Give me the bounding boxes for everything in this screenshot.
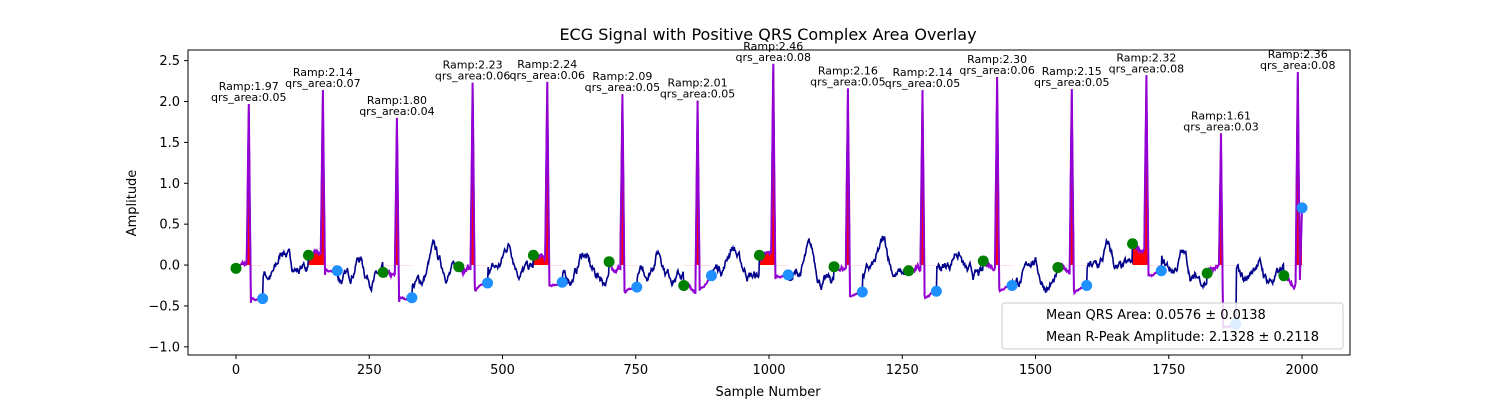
x-tick-label: 1750 [1152,363,1185,378]
qrs-area-label-14: qrs_area:0.03 [1183,120,1258,133]
q-point-11 [977,255,989,267]
x-tick-label: 250 [357,363,382,378]
s-point-5 [556,276,568,288]
r-amp-label-4: Ramp:2.23 [443,59,503,72]
x-axis: 0 250 500 750 1000 1250 1500 1750 2000 [232,355,1319,378]
s-point-10 [930,285,942,297]
y-axis: −1.0 −0.5 0.0 0.5 1.0 1.5 2.0 2.5 [148,54,188,355]
r-amp-label-2: Ramp:2.14 [293,66,353,79]
r-amp-label-10: Ramp:2.14 [892,66,952,79]
s-point-15 [1296,202,1308,214]
legend-box [1001,302,1344,350]
q-point-8 [753,249,765,261]
qrs-area-label-1: qrs_area:0.05 [211,91,286,104]
y-tick-label: 2.0 [159,95,180,110]
plot-area [230,63,1308,331]
qrs-area-label-3: qrs_area:0.04 [359,105,434,118]
y-tick-label: −1.0 [148,340,180,355]
r-amp-label-1: Ramp:1.97 [219,80,279,93]
q-point-12 [1052,262,1064,274]
qrs-area-label-7: qrs_area:0.05 [660,88,735,101]
s-point-7 [705,270,717,282]
qrs-area-label-2: qrs_area:0.07 [285,77,360,90]
r-amp-label-14: Ramp:1.61 [1191,109,1251,122]
s-point-2 [331,265,343,277]
r-amp-label-9: Ramp:2.16 [818,64,878,77]
y-tick-label: −0.5 [148,299,180,314]
x-tick-label: 1000 [752,363,785,378]
x-tick-label: 2000 [1285,363,1318,378]
qrs-area-label-5: qrs_area:0.06 [510,69,585,82]
qrs-area-label-11: qrs_area:0.06 [959,64,1034,77]
x-axis-label: Sample Number [715,385,821,400]
q-point-15 [1278,270,1290,282]
chart-title: ECG Signal with Positive QRS Complex Are… [559,25,976,44]
s-point-8 [782,269,794,281]
q-point-14 [1201,267,1213,279]
qrs-area-label-13: qrs_area:0.08 [1109,62,1184,75]
y-tick-label: 1.0 [159,177,180,192]
x-tick-label: 750 [623,363,648,378]
s-point-1 [257,293,269,305]
r-amp-label-11: Ramp:2.30 [967,53,1027,66]
qrs-area-label-12: qrs_area:0.05 [1034,76,1109,89]
s-point-3 [406,292,418,304]
q-point-5 [527,249,539,261]
y-tick-label: 0.5 [159,218,180,233]
q-point-1 [230,262,242,274]
r-amp-label-13: Ramp:2.32 [1116,51,1176,64]
r-peak-annotations: Ramp:1.97qrs_area:0.05Ramp:2.14qrs_area:… [211,40,1335,134]
qrs-area-label-4: qrs_area:0.06 [435,70,510,83]
s-point-6 [631,281,643,293]
qrs-area-label-10: qrs_area:0.05 [885,77,960,90]
qrs-area-label-8: qrs_area:0.08 [736,51,811,64]
s-point-12 [1081,279,1093,291]
q-point-13 [1127,238,1139,250]
q-point-9 [828,261,840,273]
x-tick-label: 0 [232,363,240,378]
s-point-4 [482,277,494,289]
q-point-7 [678,279,690,291]
r-amp-label-12: Ramp:2.15 [1042,65,1102,78]
y-tick-label: 2.5 [159,54,180,69]
q-point-10 [903,265,915,277]
q-point-4 [453,261,465,273]
x-tick-label: 1250 [886,363,919,378]
y-axis-label: Amplitude [125,170,140,237]
q-point-6 [603,256,615,268]
s-point-9 [856,286,868,298]
x-tick-label: 500 [490,363,515,378]
q-point-2 [302,249,314,261]
s-point-13 [1155,265,1167,277]
y-tick-label: 0.0 [159,259,180,274]
qrs-area-label-9: qrs_area:0.05 [810,75,885,88]
qrs-area-label-15: qrs_area:0.08 [1260,59,1335,72]
q-point-3 [377,266,389,278]
y-tick-label: 1.5 [159,136,180,151]
x-tick-label: 1500 [1019,363,1052,378]
r-amp-label-3: Ramp:1.80 [367,94,427,107]
qrs-area-label-6: qrs_area:0.05 [585,81,660,94]
r-amp-label-8: Ramp:2.46 [743,40,803,53]
r-amp-label-5: Ramp:2.24 [517,58,577,71]
legend-entry-mean-r-peak-amplitude: Mean R-Peak Amplitude: 2.1328 ± 0.2118 [1046,330,1319,345]
r-amp-label-15: Ramp:2.36 [1268,48,1328,61]
legend-entry-mean-qrs-area: Mean QRS Area: 0.0576 ± 0.0138 [1046,308,1266,323]
s-point-11 [1006,279,1018,291]
legend: Mean QRS Area: 0.0576 ± 0.0138 Mean R-Pe… [1001,302,1344,350]
r-amp-label-7: Ramp:2.01 [668,77,728,90]
r-amp-label-6: Ramp:2.09 [592,70,652,83]
